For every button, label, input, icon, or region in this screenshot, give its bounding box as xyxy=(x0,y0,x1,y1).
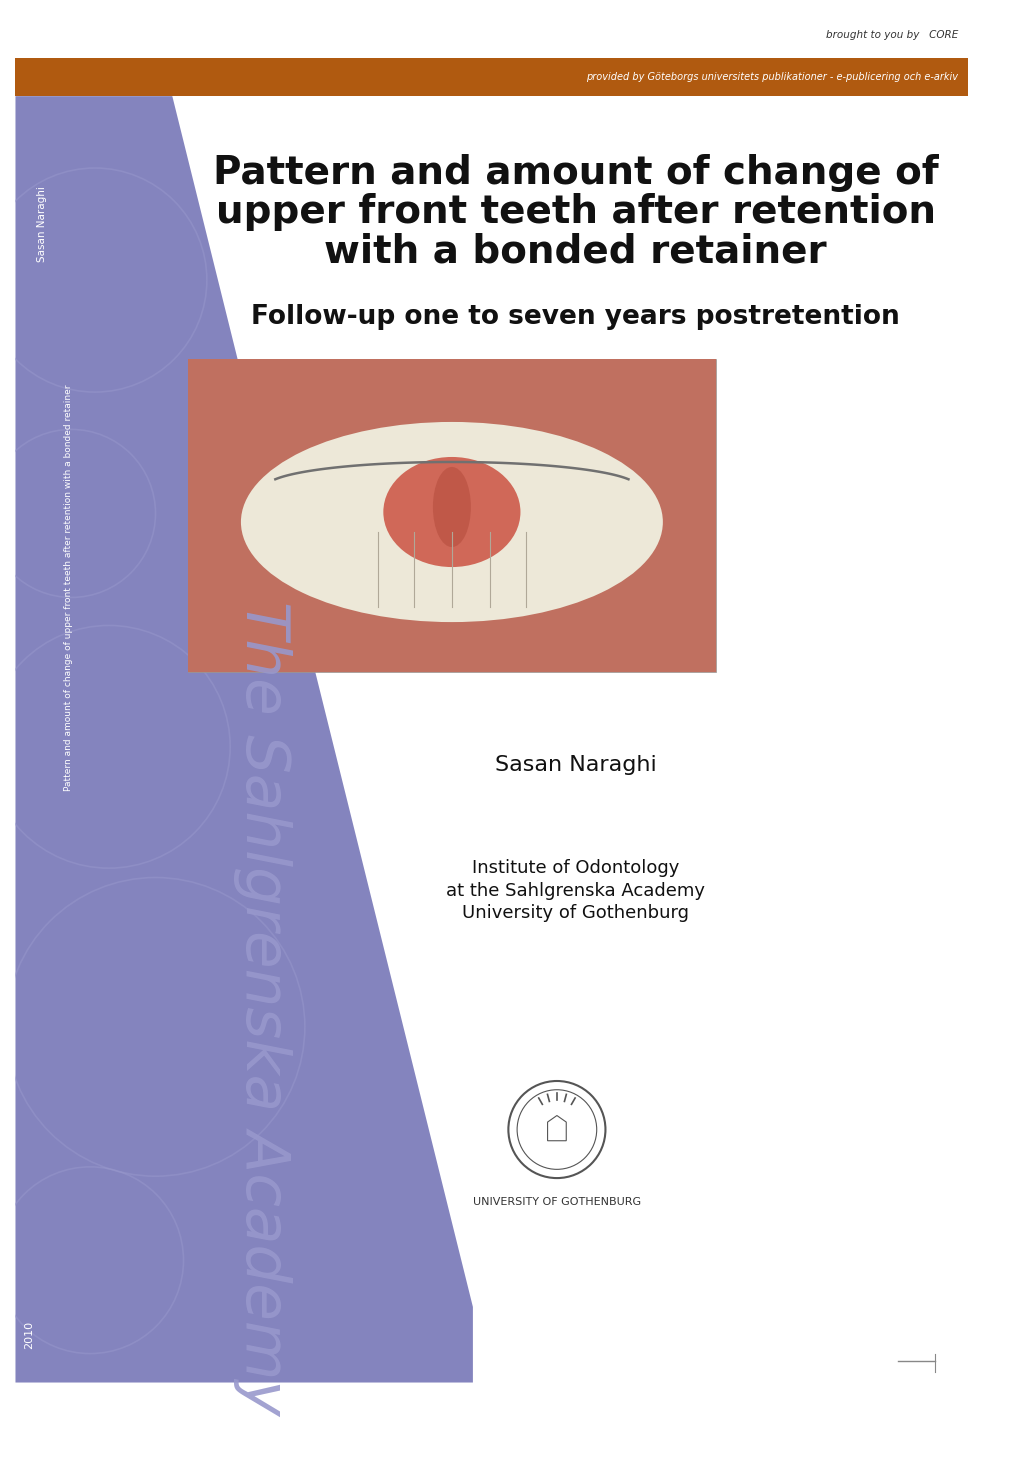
Text: 2010: 2010 xyxy=(24,1321,35,1349)
Text: with a bonded retainer: with a bonded retainer xyxy=(324,233,826,270)
Text: at the Sahlgrenska Academy: at the Sahlgrenska Academy xyxy=(445,881,704,899)
Text: The Sahlgrenska Academy: The Sahlgrenska Academy xyxy=(233,601,292,1416)
Text: University of Gothenburg: University of Gothenburg xyxy=(462,903,689,923)
Text: Sasan Naraghi: Sasan Naraghi xyxy=(494,755,656,776)
Text: Pattern and amount of change of upper front teeth after retention with a bonded : Pattern and amount of change of upper fr… xyxy=(64,385,73,791)
Bar xyxy=(187,360,715,415)
Bar xyxy=(187,360,715,672)
Bar xyxy=(187,360,715,672)
Text: UNIVERSITY OF GOTHENBURG: UNIVERSITY OF GOTHENBURG xyxy=(473,1197,640,1207)
Ellipse shape xyxy=(432,467,471,546)
Bar xyxy=(187,360,715,672)
Text: Follow-up one to seven years postretention: Follow-up one to seven years postretenti… xyxy=(251,305,899,330)
Ellipse shape xyxy=(240,422,662,622)
Text: provided by Göteborgs universitets publikationer - e-publicering och e-arkiv: provided by Göteborgs universitets publi… xyxy=(586,73,958,81)
Text: upper front teeth after retention: upper front teeth after retention xyxy=(215,193,934,231)
Ellipse shape xyxy=(383,458,520,567)
Text: Pattern and amount of change of: Pattern and amount of change of xyxy=(213,154,937,191)
Text: Sasan Naraghi: Sasan Naraghi xyxy=(37,187,47,262)
Text: Institute of Odontology: Institute of Odontology xyxy=(472,859,679,877)
Bar xyxy=(15,58,967,96)
Text: brought to you by   CORE: brought to you by CORE xyxy=(825,31,958,40)
Polygon shape xyxy=(15,96,473,1383)
